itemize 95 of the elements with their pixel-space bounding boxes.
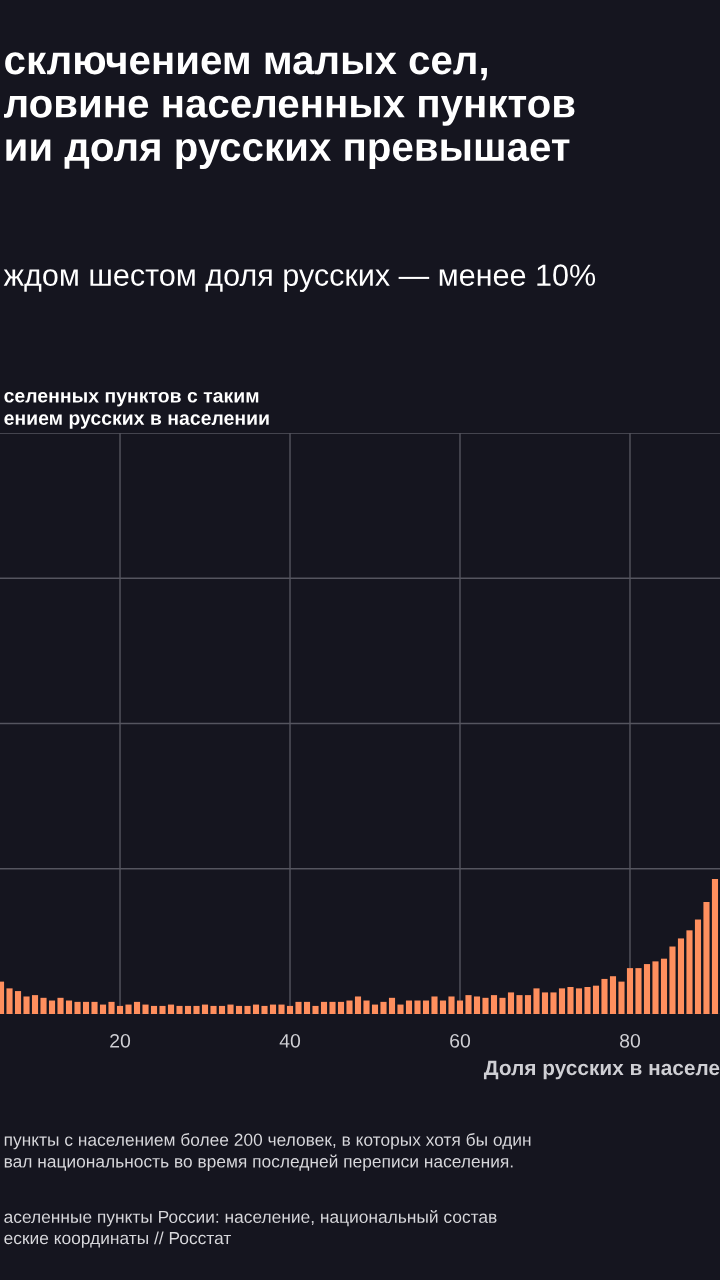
x-axis-title: Доля русских в населе <box>483 1060 720 1080</box>
bar <box>133 1001 141 1015</box>
bar <box>57 997 64 1015</box>
bar <box>354 996 362 1015</box>
bar <box>575 988 583 1015</box>
bar <box>40 997 47 1015</box>
bar <box>694 919 702 1015</box>
bar <box>414 1000 421 1015</box>
bar <box>99 1004 107 1015</box>
text: аселенные пункты России: население, национальный состав еские координаты // Росстат <box>4 1209 497 1248</box>
bar <box>388 997 396 1015</box>
bar <box>473 996 481 1015</box>
bar <box>0 981 5 1015</box>
bar <box>286 1005 294 1015</box>
bar <box>159 1005 166 1015</box>
bar <box>184 1005 192 1015</box>
bar <box>703 901 710 1015</box>
bar <box>14 991 22 1015</box>
text: селенных пунктов с таким ением русских в населении <box>4 391 269 429</box>
bar <box>643 964 651 1015</box>
bar <box>677 938 685 1015</box>
bar <box>227 1004 234 1015</box>
bar <box>439 1000 447 1015</box>
chart-subtitle: ждом шестом доля русских — менее 10% <box>3 264 596 292</box>
bar <box>312 1005 319 1015</box>
bar <box>65 1000 73 1015</box>
bar <box>91 1001 98 1015</box>
bar <box>482 997 489 1015</box>
bar <box>167 1004 175 1015</box>
bar <box>218 1005 226 1015</box>
bar <box>329 1001 336 1015</box>
x-tick-label: 60 <box>450 1033 471 1048</box>
bar <box>601 978 608 1015</box>
bar <box>82 1001 90 1015</box>
bar <box>142 1004 149 1015</box>
bar <box>550 992 557 1015</box>
bar <box>618 981 625 1015</box>
text: пункты с населением более 200 человек, в которых хотя бы один вал национальность во время последней переписи населения. <box>4 1133 531 1171</box>
bar <box>193 1005 200 1015</box>
bar <box>116 1005 124 1015</box>
bar <box>448 996 455 1015</box>
bar <box>244 1005 251 1015</box>
bar <box>669 946 676 1015</box>
bar <box>150 1005 158 1015</box>
bar <box>235 1005 243 1015</box>
bar <box>711 879 719 1015</box>
bar <box>626 968 634 1015</box>
bar <box>422 1000 430 1015</box>
bar <box>108 1001 115 1015</box>
bar <box>380 1001 387 1015</box>
bar <box>465 995 472 1015</box>
bar <box>320 1001 328 1015</box>
bar <box>490 995 498 1015</box>
bar <box>507 992 515 1015</box>
bar <box>6 988 13 1015</box>
bar <box>278 1004 285 1015</box>
bar <box>269 1004 277 1015</box>
bar <box>660 958 668 1015</box>
bar <box>252 1004 260 1015</box>
bar <box>524 995 532 1015</box>
bar <box>558 988 566 1015</box>
bar <box>31 995 39 1015</box>
bar <box>405 1000 413 1015</box>
bar <box>533 988 540 1015</box>
bar <box>567 987 574 1015</box>
bar <box>363 1000 370 1015</box>
bar <box>584 987 591 1015</box>
x-tick-label: 40 <box>279 1033 301 1048</box>
bar <box>261 1005 268 1015</box>
bar <box>541 992 549 1015</box>
bar <box>456 1000 464 1015</box>
bar <box>609 976 617 1015</box>
bar <box>635 968 642 1015</box>
chart-title: сключением малых сел, ловине населенных пунктов ии доля русских превышает <box>4 52 575 170</box>
bar <box>592 985 600 1015</box>
bar <box>176 1005 183 1015</box>
bar <box>397 1004 404 1015</box>
bar <box>210 1005 217 1015</box>
x-tick-label: 20 <box>110 1033 131 1048</box>
bar <box>499 997 506 1015</box>
bar <box>74 1001 81 1015</box>
x-tick-label: 80 <box>620 1033 641 1048</box>
bar <box>48 1000 56 1015</box>
bar <box>337 1001 345 1015</box>
bar <box>125 1004 132 1015</box>
bar <box>346 1000 353 1015</box>
bar <box>686 930 693 1015</box>
bar <box>371 1004 379 1015</box>
bar <box>652 961 659 1015</box>
bar <box>23 996 30 1015</box>
bar <box>516 995 523 1015</box>
bar <box>431 996 438 1015</box>
bar <box>303 1001 311 1015</box>
bar <box>295 1001 302 1015</box>
bar <box>201 1004 209 1015</box>
